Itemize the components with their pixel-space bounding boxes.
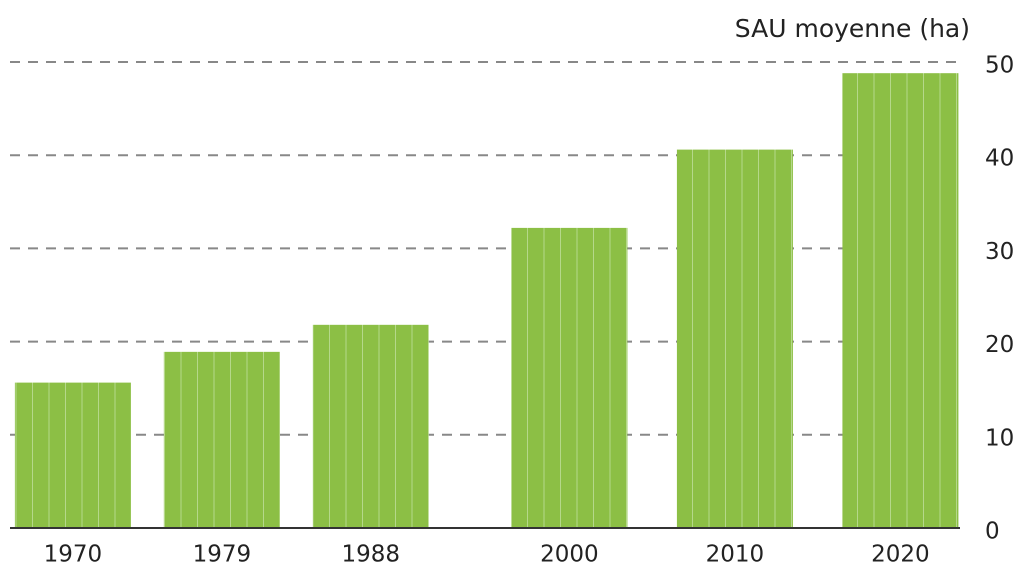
bar <box>312 324 429 528</box>
y-tick-label: 0 <box>985 519 1000 545</box>
y-tick-label: 40 <box>985 146 1014 172</box>
y-tick-label: 30 <box>985 239 1014 265</box>
y-tick-label: 50 <box>985 53 1014 79</box>
x-tick-label: 1970 <box>44 542 103 568</box>
y-tick-label: 10 <box>985 425 1014 451</box>
x-tick-label: 2020 <box>871 542 930 568</box>
y-tick-label: 20 <box>985 332 1014 358</box>
bar <box>842 73 959 529</box>
y-axis-title: SAU moyenne (ha) <box>735 14 970 43</box>
x-tick-label: 2000 <box>540 542 599 568</box>
bar <box>511 227 628 528</box>
bar <box>14 382 131 528</box>
bar <box>676 149 793 528</box>
x-tick-label: 1988 <box>342 542 401 568</box>
bar <box>163 351 280 528</box>
x-tick-label: 2010 <box>706 542 765 568</box>
x-tick-label: 1979 <box>193 542 252 568</box>
